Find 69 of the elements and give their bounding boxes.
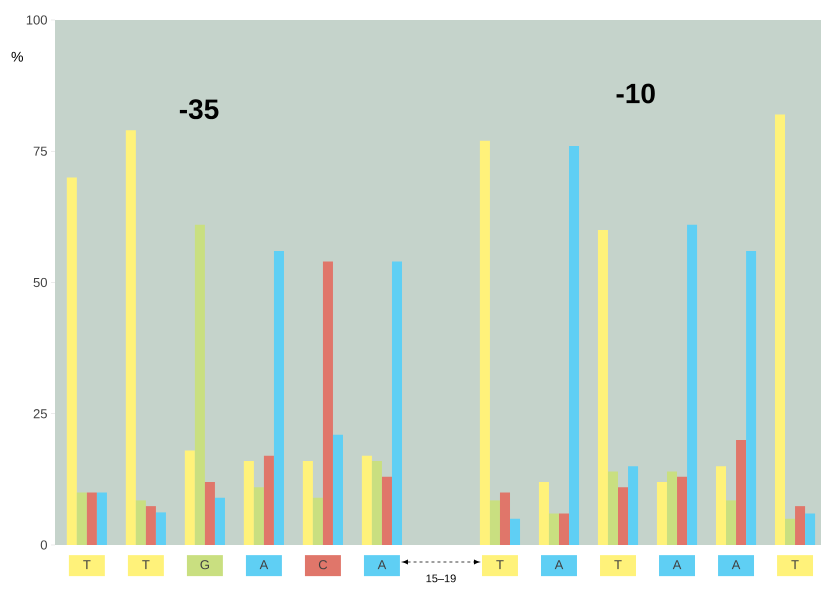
y-tick-label: 100 bbox=[26, 15, 47, 25]
bar bbox=[312, 498, 323, 545]
bar bbox=[254, 487, 264, 545]
x-tick-label: T bbox=[83, 560, 91, 570]
bar bbox=[510, 518, 520, 545]
bar bbox=[372, 460, 382, 545]
bar bbox=[785, 518, 796, 545]
bar bbox=[126, 130, 136, 545]
x-tick-label: T bbox=[496, 560, 504, 570]
bar bbox=[736, 440, 746, 545]
bar bbox=[608, 471, 618, 545]
bar bbox=[66, 177, 77, 545]
bar bbox=[687, 224, 698, 545]
x-tick-label: T bbox=[614, 560, 622, 570]
bar bbox=[490, 500, 500, 545]
y-tick-label: 75 bbox=[34, 146, 47, 156]
bar bbox=[322, 261, 333, 545]
y-tick-label: 25 bbox=[34, 409, 47, 418]
x-tick-label: G bbox=[200, 560, 209, 570]
bar bbox=[382, 476, 392, 545]
x-tick-label: A bbox=[554, 560, 564, 570]
x-tick-label: A bbox=[672, 560, 682, 570]
bar bbox=[214, 498, 225, 545]
bar bbox=[146, 506, 156, 545]
bar bbox=[746, 250, 756, 545]
text: 15–19 bbox=[426, 574, 456, 582]
x-tick-label: A bbox=[732, 560, 740, 570]
bar bbox=[666, 471, 678, 545]
bar bbox=[598, 230, 608, 545]
bar bbox=[302, 460, 313, 545]
bar bbox=[500, 492, 510, 545]
bar bbox=[274, 250, 284, 545]
bar bbox=[392, 261, 402, 545]
y-tick-label: 0 bbox=[40, 540, 47, 550]
x-tick-label: C bbox=[318, 560, 328, 570]
bar bbox=[538, 482, 549, 545]
y-axis-title: % bbox=[12, 52, 23, 62]
annotation: -10 bbox=[616, 84, 655, 104]
y-tick-label: 50 bbox=[34, 278, 47, 288]
bar bbox=[774, 114, 786, 545]
bar bbox=[628, 466, 638, 545]
bar bbox=[86, 492, 97, 545]
bar bbox=[677, 476, 688, 545]
bar bbox=[264, 456, 274, 545]
bar bbox=[656, 482, 667, 545]
bar bbox=[795, 506, 806, 545]
x-tick-label: A bbox=[260, 560, 268, 570]
bar bbox=[558, 513, 570, 545]
bar bbox=[618, 487, 628, 545]
bar bbox=[726, 500, 736, 545]
bar bbox=[194, 224, 205, 545]
bar bbox=[76, 492, 87, 545]
bar bbox=[156, 512, 166, 545]
bar bbox=[362, 456, 372, 545]
x-tick-label: A bbox=[378, 560, 386, 570]
bar bbox=[184, 450, 195, 545]
bar bbox=[716, 466, 726, 545]
bar bbox=[96, 492, 107, 545]
bar bbox=[480, 140, 490, 545]
bar bbox=[332, 434, 343, 545]
bar bbox=[136, 500, 146, 545]
bar bbox=[548, 513, 559, 545]
x-tick-label: T bbox=[791, 560, 799, 570]
bar bbox=[244, 460, 254, 545]
x-tick-label: T bbox=[142, 560, 150, 570]
annotation: -35 bbox=[180, 99, 218, 120]
bar bbox=[204, 482, 215, 545]
bar bbox=[805, 513, 816, 545]
bar bbox=[569, 146, 580, 545]
